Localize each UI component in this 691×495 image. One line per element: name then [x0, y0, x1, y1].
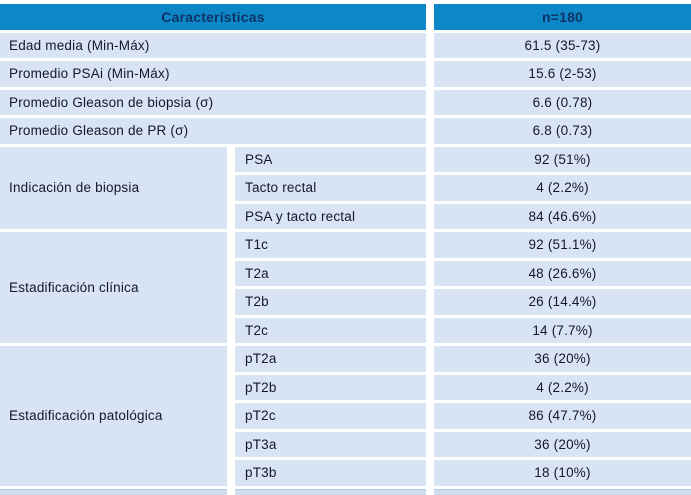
sub-pt2b-label: pT2b: [235, 374, 426, 400]
sub-psa-tacto-label: PSA y tacto rectal: [235, 203, 426, 229]
row-gleason-pr-value: 6.8 (0.73): [434, 118, 691, 144]
sub-t2c-label: T2c: [235, 317, 426, 343]
sub-pt2b-value: 4 (2.2%): [434, 374, 691, 400]
header-count: n=180: [434, 4, 691, 30]
row-gleason-biopsia-value: 6.6 (0.78): [434, 89, 691, 115]
row-gleason-biopsia-label: Promedio Gleason de biopsia (σ): [0, 89, 426, 115]
sub-pt2c-label: pT2c: [235, 403, 426, 429]
sub-tacto-rectal-value: 4 (2.2%): [434, 175, 691, 201]
sub-psa-value: 92 (51%): [434, 146, 691, 172]
sub-t2a-value: 48 (26.6%): [434, 260, 691, 286]
row-psai-label: Promedio PSAi (Min-Máx): [0, 61, 426, 87]
sub-pt2a-label: pT2a: [235, 346, 426, 372]
sub-t2a-label: T2a: [235, 260, 426, 286]
partial-row-cell: [235, 488, 426, 495]
row-edad-media-label: Edad media (Min-Máx): [0, 32, 426, 58]
sub-pt3b-label: pT3b: [235, 460, 426, 486]
partial-row-cell: [0, 488, 227, 495]
header-characteristics: Características: [0, 4, 426, 30]
group-estadificacion-patologica-label: Estadificación patológica: [0, 346, 227, 486]
sub-t1c-label: T1c: [235, 232, 426, 258]
sub-pt2c-value: 86 (47.7%): [434, 403, 691, 429]
row-gleason-pr-label: Promedio Gleason de PR (σ): [0, 118, 426, 144]
sub-psa-label: PSA: [235, 146, 426, 172]
sub-pt3a-label: pT3a: [235, 431, 426, 457]
sub-pt3b-value: 18 (10%): [434, 460, 691, 486]
partial-row-cell: [434, 488, 691, 495]
sub-t2b-value: 26 (14.4%): [434, 289, 691, 315]
group-estadificacion-clinica-label: Estadificación clínica: [0, 232, 227, 343]
row-psai-value: 15.6 (2-53): [434, 61, 691, 87]
sub-pt3a-value: 36 (20%): [434, 431, 691, 457]
row-edad-media-value: 61.5 (35-73): [434, 32, 691, 58]
sub-tacto-rectal-label: Tacto rectal: [235, 175, 426, 201]
sub-pt2a-value: 36 (20%): [434, 346, 691, 372]
sub-psa-tacto-value: 84 (46.6%): [434, 203, 691, 229]
sub-t2b-label: T2b: [235, 289, 426, 315]
group-indicacion-biopsia-label: Indicación de biopsia: [0, 146, 227, 229]
sub-t1c-value: 92 (51.1%): [434, 232, 691, 258]
sub-t2c-value: 14 (7.7%): [434, 317, 691, 343]
